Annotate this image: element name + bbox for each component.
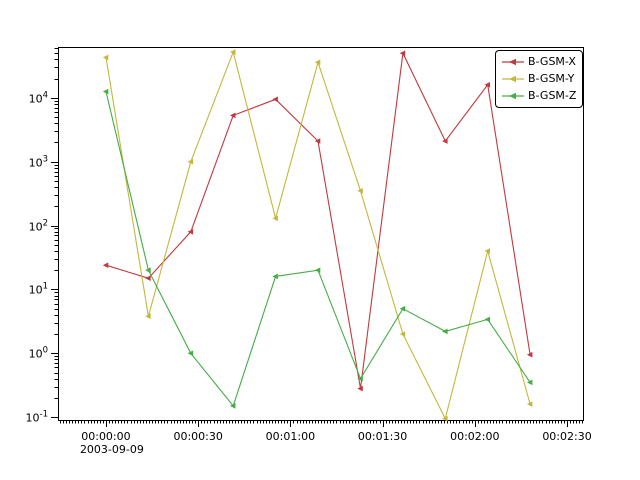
data-point-marker: [314, 59, 321, 66]
data-point-marker: [272, 96, 278, 103]
data-point-marker: [187, 229, 194, 235]
data-point-marker: [314, 138, 321, 144]
data-point-marker: [484, 82, 490, 88]
y-tick-label: 100: [29, 346, 48, 361]
data-point-marker: [484, 248, 490, 254]
y-tick-label: 104: [29, 91, 48, 106]
data-point-marker: [399, 305, 406, 312]
y-tick-label: 102: [29, 219, 48, 234]
data-point-marker: [230, 112, 236, 119]
y-axis: 10-1 100 101 102 103 104: [26, 48, 58, 425]
data-point-marker: [357, 188, 363, 194]
data-point-marker: [442, 328, 448, 335]
x-tick-label: 00:01:30: [358, 430, 407, 443]
data-point-marker: [145, 275, 151, 281]
x-tick-label: 00:02:30: [542, 430, 591, 443]
data-point-marker: [230, 49, 236, 55]
data-point-marker: [145, 267, 151, 273]
data-point-marker: [272, 273, 278, 280]
x-tick-label: 00:00:30: [173, 430, 222, 443]
legend-box: B-GSM-X B-GSM-Y B-GSM-Z: [495, 50, 584, 108]
data-point-marker: [187, 350, 194, 357]
data-point-marker: [442, 138, 448, 144]
data-point-marker: [102, 54, 109, 61]
data-point-marker: [399, 331, 406, 337]
y-tick-label: 101: [29, 282, 48, 297]
legend-entry-b-gsm-y: B-GSM-Y: [501, 71, 576, 87]
series-b-gsm-z: [102, 88, 533, 409]
data-point-marker: [272, 215, 278, 222]
data-point-marker: [484, 316, 490, 323]
legend-label-b-gsm-z: B-GSM-Z: [528, 89, 577, 102]
y-tick-label: 10-1: [26, 410, 48, 425]
series-b-gsm-x: [102, 50, 533, 392]
x-tick-label: 00:01:00: [266, 430, 315, 443]
data-point-marker: [102, 262, 109, 268]
legend-entry-b-gsm-z: B-GSM-Z: [501, 88, 576, 104]
data-point-marker: [526, 351, 533, 358]
data-point-marker: [145, 313, 151, 320]
line-marker-icon: [502, 75, 524, 83]
legend-label-b-gsm-y: B-GSM-Y: [528, 72, 575, 85]
data-point-marker: [526, 401, 533, 407]
line-marker-icon: [502, 92, 524, 100]
data-point-marker: [357, 375, 363, 382]
x-axis-date-label: 2003-09-09: [80, 443, 144, 456]
x-tick-label: 00:02:00: [450, 430, 499, 443]
x-tick-label: 00:00:00: [81, 430, 130, 443]
data-point-marker: [357, 385, 363, 392]
data-point-marker: [442, 415, 448, 422]
data-point-marker: [526, 379, 533, 386]
y-tick-label: 103: [29, 155, 48, 170]
data-point-marker: [102, 88, 109, 95]
data-point-marker: [314, 267, 321, 273]
data-point-marker: [230, 403, 236, 409]
legend-entry-b-gsm-x: B-GSM-X: [501, 54, 576, 70]
data-point-marker: [399, 50, 406, 56]
series-b-gsm-y: [102, 49, 533, 422]
line-marker-icon: [502, 58, 524, 66]
data-point-marker: [187, 158, 194, 165]
legend-label-b-gsm-x: B-GSM-X: [528, 55, 576, 68]
